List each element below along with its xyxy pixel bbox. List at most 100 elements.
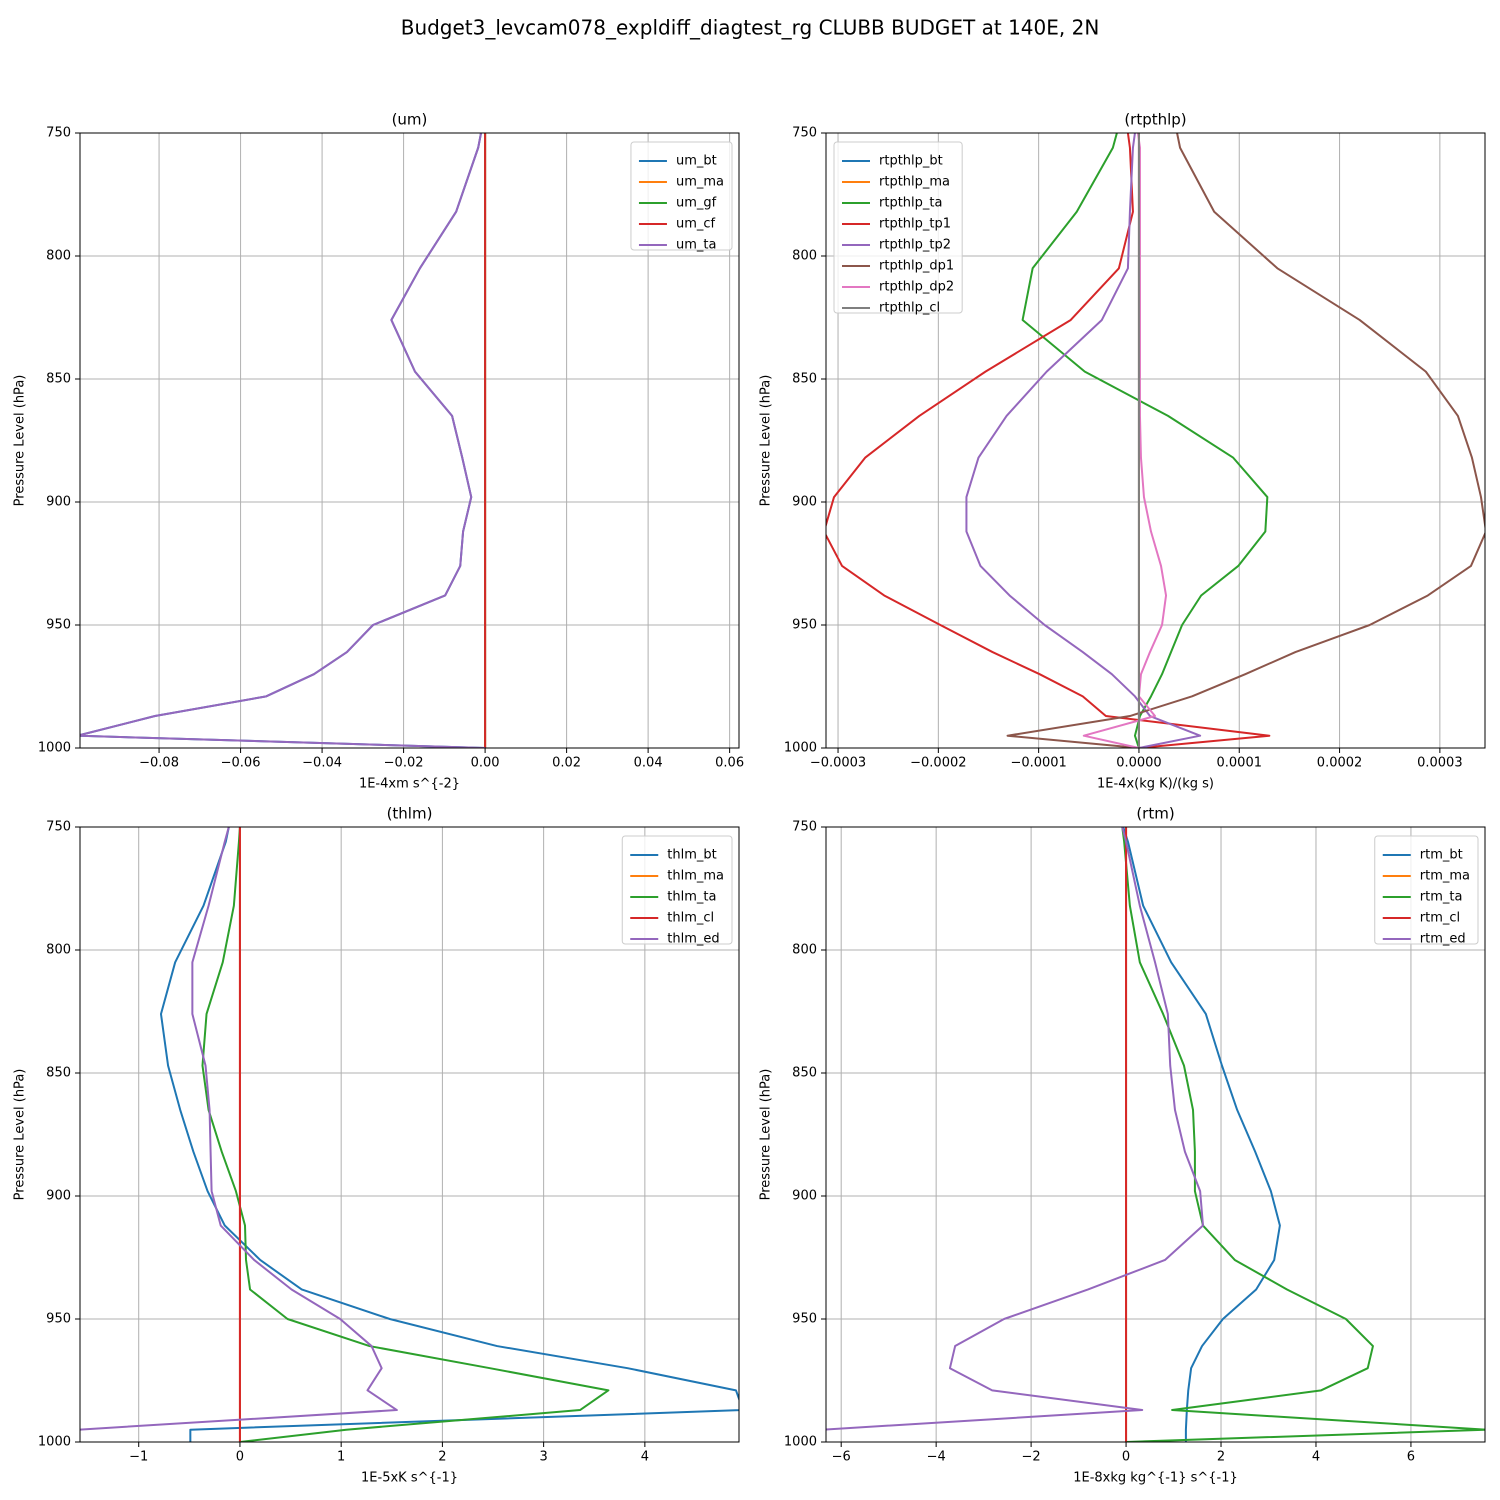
y-tick-label: 750 xyxy=(792,126,817,141)
x-tick-label: −2 xyxy=(1022,1450,1041,1465)
y-tick-label: 850 xyxy=(46,372,71,387)
legend-box xyxy=(833,141,963,314)
y-tick-label: 800 xyxy=(792,249,817,264)
y-tick-label: 800 xyxy=(792,943,817,958)
legend-label: rtpthlp_tp2 xyxy=(879,238,951,253)
series-line xyxy=(1122,827,1281,1442)
x-tick-label: −0.06 xyxy=(221,756,261,771)
subplot-title: (thlm) xyxy=(387,805,433,823)
x-tick-label: 4 xyxy=(641,1450,649,1465)
legend-label: rtm_ta xyxy=(1420,890,1463,905)
axes-frame xyxy=(79,826,740,1443)
y-tick-label: 800 xyxy=(46,249,71,264)
series-line xyxy=(80,133,486,748)
y-tick-label: 750 xyxy=(792,820,817,835)
legend: rtpthlp_bt rtpthlp_ma rtpthlp_ta rtpthlp_tp… xyxy=(833,141,963,316)
legend-label: um_ma xyxy=(676,175,724,190)
subplot-title: (rtm) xyxy=(1136,805,1174,823)
y-tick-label: 900 xyxy=(792,1189,817,1204)
legend-label: rtm_bt xyxy=(1420,848,1463,863)
subplot: −6 −4 −2 0 2 4 6 750 800 850 900 950 1000 (rtm) 1E-8xk… xyxy=(759,805,1486,1486)
subplot: −0.08 −0.06 −0.04 −0.02 0.00 0.02 0.04 0.06 750 8… xyxy=(13,111,745,792)
x-axis-label: 1E-5xK s^{-1} xyxy=(361,1471,458,1486)
legend-label: um_gf xyxy=(676,196,717,211)
legend-label: rtm_ma xyxy=(1420,869,1470,884)
legend-label: rtm_cl xyxy=(1420,911,1460,926)
x-tick-label: 0.0000 xyxy=(1116,756,1162,771)
legend-label: rtpthlp_ta xyxy=(879,196,942,211)
legend: thlm_bt thlm_ma thlm_ta thlm_cl thlm_ed xyxy=(621,835,733,947)
y-tick-label: 850 xyxy=(792,372,817,387)
x-tick-label: 0.06 xyxy=(715,756,744,771)
x-tick-label: −0.08 xyxy=(139,756,179,771)
x-tick-label: 6 xyxy=(1407,1450,1415,1465)
series-line xyxy=(1006,133,1485,748)
x-tick-label: 2 xyxy=(438,1450,446,1465)
y-tick-label: 750 xyxy=(46,820,71,835)
x-tick-label: 2 xyxy=(1217,1450,1225,1465)
axes-frame xyxy=(825,132,1486,749)
figure-title: Budget3_levcam078_expldiff_diagtest_rg C… xyxy=(401,16,1100,40)
y-tick-label: 950 xyxy=(46,618,71,633)
x-tick-label: −1 xyxy=(129,1450,148,1465)
x-tick-label: 0.0003 xyxy=(1417,756,1463,771)
x-tick-label: −0.02 xyxy=(384,756,424,771)
x-axis-label: 1E-8xkg kg^{-1} s^{-1} xyxy=(1073,1471,1238,1486)
y-tick-label: 900 xyxy=(792,495,817,510)
legend-label: um_bt xyxy=(676,154,717,169)
series-line xyxy=(826,133,1271,748)
x-tick-label: −4 xyxy=(927,1450,946,1465)
x-tick-label: −0.0002 xyxy=(910,756,966,771)
legend-label: rtpthlp_ma xyxy=(879,175,950,190)
legend-label: thlm_ma xyxy=(667,869,724,884)
y-tick-label: 850 xyxy=(792,1066,817,1081)
x-tick-label: 4 xyxy=(1312,1450,1320,1465)
legend: rtm_bt rtm_ma rtm_ta rtm_cl rtm_ed xyxy=(1374,835,1479,947)
legend-label: um_ta xyxy=(676,238,716,253)
legend-label: rtm_ed xyxy=(1420,932,1466,947)
y-tick-label: 900 xyxy=(46,495,71,510)
subplot-title: (um) xyxy=(392,111,428,129)
y-tick-label: 1000 xyxy=(784,741,817,756)
series-line xyxy=(826,827,1204,1431)
y-tick-label: 900 xyxy=(46,1189,71,1204)
y-axis-label: Pressure Level (hPa) xyxy=(759,375,774,507)
x-tick-label: 0.00 xyxy=(471,756,500,771)
x-tick-label: 0.0001 xyxy=(1217,756,1263,771)
series-line xyxy=(159,827,739,1442)
y-tick-label: 950 xyxy=(792,1312,817,1327)
legend-label: thlm_ta xyxy=(667,890,716,905)
x-axis-label: 1E-4xm s^{-2} xyxy=(359,777,460,792)
y-axis-label: Pressure Level (hPa) xyxy=(13,375,28,507)
x-tick-label: 1 xyxy=(337,1450,345,1465)
x-tick-label: −0.0003 xyxy=(810,756,866,771)
legend-label: rtpthlp_dp1 xyxy=(879,259,954,274)
axes-frame xyxy=(825,826,1486,1443)
y-tick-label: 750 xyxy=(46,126,71,141)
y-tick-label: 950 xyxy=(46,1312,71,1327)
x-tick-label: −0.0001 xyxy=(1010,756,1066,771)
x-tick-label: 0.04 xyxy=(634,756,663,771)
legend-label: thlm_bt xyxy=(667,848,716,863)
y-tick-label: 1000 xyxy=(38,741,71,756)
x-tick-label: 0 xyxy=(236,1450,244,1465)
x-tick-label: −0.04 xyxy=(302,756,342,771)
series-line xyxy=(965,133,1202,748)
y-tick-label: 950 xyxy=(792,618,817,633)
series-line xyxy=(1021,133,1269,748)
legend-label: rtpthlp_dp2 xyxy=(879,280,954,295)
x-tick-label: 3 xyxy=(539,1450,547,1465)
y-axis-label: Pressure Level (hPa) xyxy=(759,1069,774,1201)
legend-label: thlm_cl xyxy=(667,911,714,926)
x-tick-label: 0.0002 xyxy=(1317,756,1363,771)
legend-label: thlm_ed xyxy=(667,932,719,947)
series-line xyxy=(201,827,610,1442)
legend-label: rtpthlp_tp1 xyxy=(879,217,951,232)
series-line xyxy=(80,827,398,1431)
subplot: −1 0 1 2 3 4 750 800 850 900 950 1000 (thlm) 1E-5xK s… xyxy=(13,805,740,1486)
x-axis-label: 1E-4x(kg K)/(kg s) xyxy=(1097,777,1214,792)
y-tick-label: 850 xyxy=(46,1066,71,1081)
x-tick-label: −6 xyxy=(832,1450,851,1465)
